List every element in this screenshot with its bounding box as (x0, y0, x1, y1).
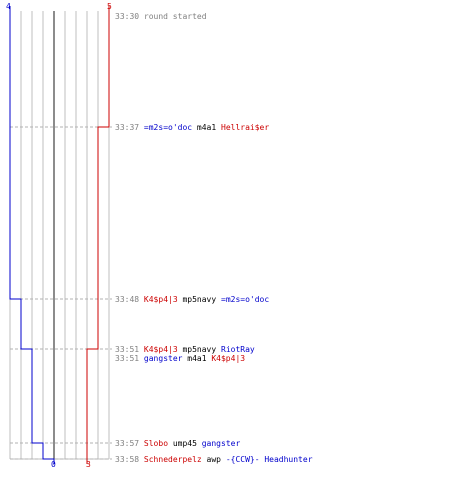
victim-name: K4$p4|3 (211, 354, 246, 363)
weapon-name: mp5navy (177, 345, 221, 354)
killer-name: Slobo (143, 439, 169, 448)
event-log-line: 33:51 gangster m4a1 K4$p4|3 (115, 354, 245, 363)
victim-name: Hellrai$er (221, 123, 270, 132)
event-time: 33:30 (115, 12, 140, 21)
event-log-line: 33:37 =m2s=o'doc m4a1 Hellrai$er (115, 123, 269, 132)
victim-name: RiotRay (221, 345, 255, 354)
red-team-alive-line (86, 6, 110, 464)
event-log-line: 33:48 K4$p4|3 mp5navy =m2s=o'doc (115, 295, 269, 304)
event-message: round started (139, 12, 207, 21)
blue-end-count: 0 (51, 460, 56, 469)
blue-team-alive-line (9, 6, 55, 464)
event-time: 33:58 (115, 455, 140, 464)
victim-name: gangster (201, 439, 241, 448)
event-time: 33:51 (115, 345, 140, 354)
killer-name: K4$p4|3 (143, 345, 178, 354)
weapon-name: awp (201, 455, 226, 464)
killer-name: K4$p4|3 (143, 295, 178, 304)
red-start-count: 5 (107, 2, 112, 11)
weapon-name: ump45 (168, 439, 202, 448)
event-log-line: 33:30 round started (115, 12, 207, 21)
killer-name: Schnederpelz (143, 455, 202, 464)
event-time: 33:51 (115, 354, 140, 363)
event-log-line: 33:51 K4$p4|3 mp5navy RiotRay (115, 345, 255, 354)
event-time: 33:57 (115, 439, 140, 448)
victim-name: =m2s=o'doc (221, 295, 270, 304)
event-log-line: 33:57 Slobo ump45 gangster (115, 439, 240, 448)
weapon-name: m4a1 (192, 123, 221, 132)
event-log-line: 33:58 Schnederpelz awp -{CCW}- Headhunte… (115, 455, 313, 464)
red-end-count: 3 (86, 460, 91, 469)
killer-name: =m2s=o'doc (143, 123, 193, 132)
killer-name: gangster (143, 354, 183, 363)
victim-name: -{CCW}- Headhunter (225, 455, 313, 464)
weapon-name: mp5navy (177, 295, 221, 304)
event-time: 33:48 (115, 295, 140, 304)
blue-start-count: 4 (6, 2, 11, 11)
event-time: 33:37 (115, 123, 140, 132)
weapon-name: m4a1 (182, 354, 212, 363)
